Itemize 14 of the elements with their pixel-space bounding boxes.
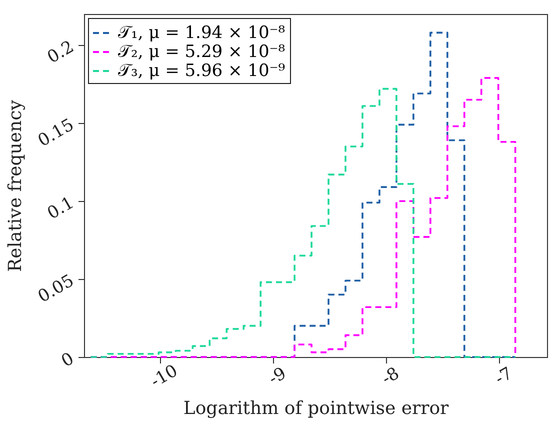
x-tick-label: -7 xyxy=(492,364,516,390)
x-tick-label: -10 xyxy=(147,360,182,392)
y-tick-label: 0.1 xyxy=(44,192,78,224)
legend-label: 𝒯₂, μ = 5.29 × 10⁻⁸ xyxy=(118,42,286,62)
y-tick-label: 0.2 xyxy=(44,37,78,68)
x-tick-label: -8 xyxy=(378,364,403,390)
y-tick-label: 0 xyxy=(58,348,78,372)
x-axis-title: Logarithm of pointwise error xyxy=(183,398,450,420)
y-axis-title: Relative frequency xyxy=(5,99,26,272)
y-tick-label: 0.15 xyxy=(34,114,78,152)
x-tick-label: -9 xyxy=(265,364,290,390)
legend-label: 𝒯₁, μ = 1.94 × 10⁻⁸ xyxy=(118,23,286,43)
legend-label: 𝒯₃, μ = 5.96 × 10⁻⁹ xyxy=(118,61,286,81)
y-tick-label: 0.05 xyxy=(34,270,78,308)
